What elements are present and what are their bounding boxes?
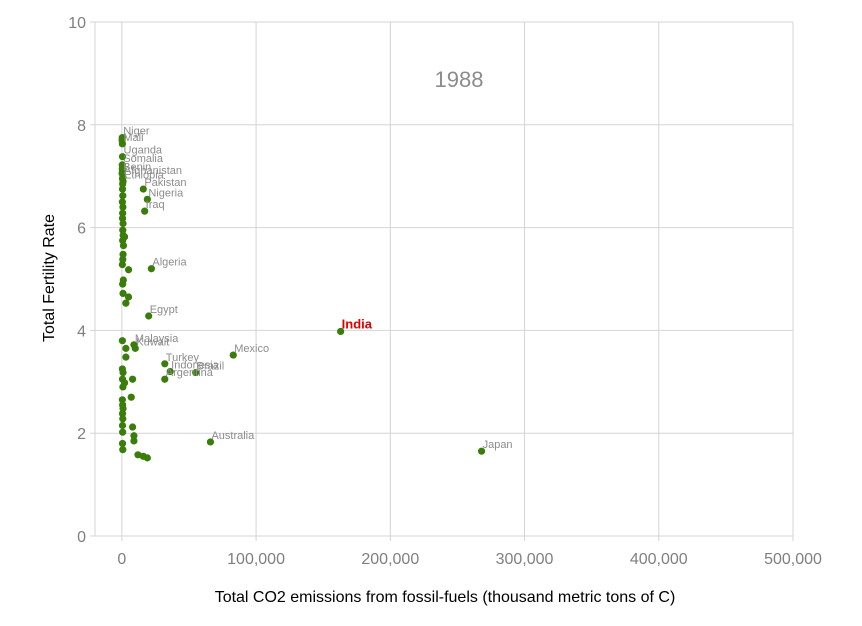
point-label-iraq: Iraq <box>146 199 165 211</box>
x-tick-label: 500,000 <box>764 551 822 568</box>
point-label-india: India <box>342 316 373 331</box>
data-point <box>119 226 127 234</box>
data-point-egypt <box>145 312 153 320</box>
point-label-brazil: Brazil <box>197 361 225 373</box>
data-point <box>119 241 128 250</box>
data-point <box>119 280 127 288</box>
data-point <box>119 446 127 454</box>
data-point-uganda <box>118 153 127 161</box>
data-point-kuwait <box>131 344 139 352</box>
data-point <box>118 439 127 448</box>
y-tick-label: 6 <box>77 221 86 238</box>
point-label-algeria: Algeria <box>152 257 187 269</box>
point-label-afghanistan: Afghanistan <box>124 165 182 177</box>
data-points <box>118 134 486 462</box>
data-point <box>124 293 133 301</box>
data-point <box>118 185 127 193</box>
data-point <box>124 266 133 274</box>
x-axis-title: Total CO2 emissions from fossil-fuels (t… <box>215 589 676 606</box>
data-point <box>119 383 127 391</box>
data-point-nigeria <box>143 195 151 203</box>
data-point-mexico <box>229 351 237 359</box>
data-point-turkey <box>161 360 169 368</box>
data-point <box>127 393 135 401</box>
data-point <box>122 299 130 307</box>
data-point-niger <box>118 134 126 142</box>
data-point-somalia <box>118 161 126 169</box>
point-label-ethiopia: Ethiopia <box>124 169 165 181</box>
x-tick-label: 300,000 <box>496 551 554 568</box>
x-tick-label: 200,000 <box>361 551 419 568</box>
point-label-argentina: Argentina <box>166 367 214 379</box>
year-annotation: 1988 <box>435 67 484 92</box>
point-label-niger: Niger <box>123 126 150 138</box>
y-tick-label: 8 <box>77 118 86 135</box>
point-label-kuwait: Kuwait <box>136 336 169 348</box>
point-label-pakistan: Pakistan <box>144 177 186 189</box>
point-label-somalia: Somalia <box>123 153 164 165</box>
data-point-japan <box>477 447 486 455</box>
data-point <box>119 203 127 211</box>
axes: 0 100,000 200,000 300,000 400,000 500,000 0 2 4 6… <box>68 15 822 568</box>
data-point <box>118 396 126 404</box>
data-point <box>122 344 130 352</box>
data-point-indonesia <box>166 367 174 376</box>
point-label-nigeria: Nigeria <box>148 187 184 199</box>
point-label-malaysia: Malaysia <box>135 333 179 345</box>
data-point <box>119 209 127 217</box>
data-point <box>118 337 126 345</box>
point-label-uganda: Uganda <box>124 145 163 157</box>
x-tick-label: 0 <box>117 551 126 568</box>
data-point-australia <box>206 438 215 446</box>
point-label-mali: Mali <box>123 132 143 144</box>
data-point <box>118 421 127 430</box>
data-point <box>119 415 127 423</box>
data-point <box>128 423 137 431</box>
data-point <box>119 428 127 436</box>
point-label-australia: Australia <box>211 430 255 442</box>
x-tick-label: 100,000 <box>227 551 285 568</box>
data-point <box>119 192 127 200</box>
data-point-mali <box>118 140 126 148</box>
data-point-argentina <box>161 375 169 383</box>
data-point <box>122 353 130 361</box>
data-point-iraq <box>141 207 149 215</box>
data-point <box>130 437 138 445</box>
data-point <box>118 261 126 269</box>
data-point <box>143 454 151 462</box>
data-point-india <box>337 327 345 336</box>
data-point <box>119 255 127 264</box>
point-label-japan: Japan <box>483 439 513 451</box>
point-label-benin: Benin <box>123 162 151 174</box>
y-tick-label: 0 <box>77 529 86 546</box>
data-point <box>119 289 127 297</box>
point-label-egypt: Egypt <box>150 304 178 316</box>
data-point <box>118 410 127 418</box>
y-tick-label: 10 <box>68 15 86 32</box>
y-axis-title: Total Fertility Rate <box>41 214 58 342</box>
point-label-turkey: Turkey <box>166 352 200 364</box>
data-point <box>119 250 127 258</box>
gridlines <box>94 21 794 537</box>
data-point <box>128 375 137 383</box>
data-point-ethiopia <box>119 177 127 185</box>
x-tick-label: 400,000 <box>630 551 688 568</box>
data-point <box>130 432 138 440</box>
data-point-pakistan <box>139 185 147 193</box>
data-point <box>119 368 127 377</box>
data-point-brazil <box>192 368 200 377</box>
data-point <box>119 219 127 228</box>
point-label-indonesia: Indonesia <box>171 360 220 372</box>
point-labels: NigerMaliUgandaSomaliaBeninAfghanistanEt… <box>123 126 512 452</box>
y-tick-label: 4 <box>77 323 86 340</box>
data-point-algeria <box>147 265 155 273</box>
y-tick-label: 2 <box>77 426 86 443</box>
point-label-mexico: Mexico <box>234 343 269 355</box>
